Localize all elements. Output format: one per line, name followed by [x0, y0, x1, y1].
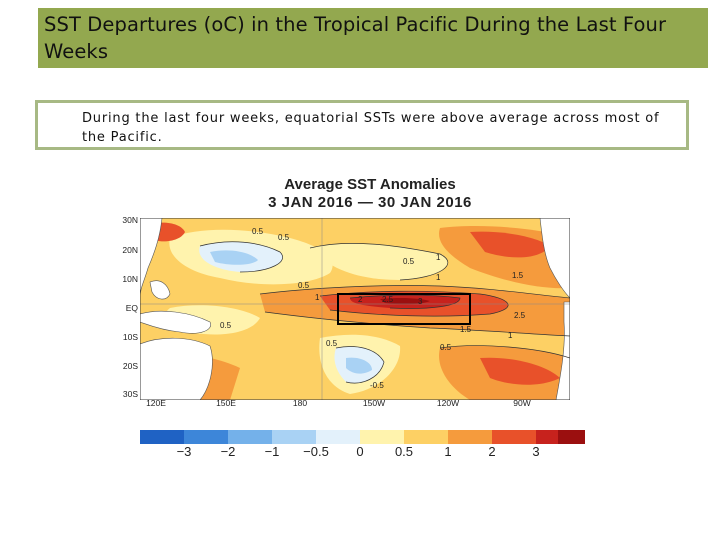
colorbar-label: 2: [488, 444, 496, 459]
color-swatch: [448, 430, 492, 444]
slide-title-banner: SST Departures (oC) in the Tropical Paci…: [38, 8, 708, 68]
contour-line: [259, 285, 570, 299]
color-bar: −3 −2 −1 −0.5 0 0.5 1 2 3: [140, 430, 585, 459]
lon-label-150w: 150W: [362, 398, 386, 408]
color-swatch: [140, 430, 184, 444]
lat-label-20n: 20N: [122, 245, 138, 255]
color-swatch: [536, 430, 558, 444]
color-swatch: [184, 430, 228, 444]
contour-label: 1: [508, 331, 513, 340]
lon-label-120w: 120W: [436, 398, 460, 408]
contour-label: 1: [436, 273, 441, 282]
contour-label: 2.5: [382, 295, 394, 304]
contour-lines: [199, 241, 570, 384]
contour-label: 2: [358, 295, 363, 304]
lat-label-30n: 30N: [122, 215, 138, 225]
color-bar-swatches: [140, 430, 585, 444]
contour-label: 0.5: [403, 257, 415, 266]
color-swatch: [404, 430, 448, 444]
contour-label: 0.5: [252, 227, 264, 236]
lon-label-120e: 120E: [146, 398, 166, 408]
colorbar-label: 1: [444, 444, 452, 459]
map-gridlines: [140, 218, 570, 400]
contour-label: 0.5: [220, 321, 232, 330]
colorbar-label: 0: [356, 444, 364, 459]
contour-label: 0.5: [326, 339, 338, 348]
contour-label: -0.5: [370, 381, 384, 390]
color-swatch: [360, 430, 404, 444]
lat-label-30s: 30S: [122, 389, 138, 399]
philippines-landmass: [149, 280, 171, 300]
lon-label-150e: 150E: [216, 398, 236, 408]
colorbar-label: −3: [176, 444, 192, 459]
contour-line: [264, 311, 570, 337]
contour-label: 0.5: [440, 343, 452, 352]
map-title-line1: Average SST Anomalies: [284, 176, 456, 193]
contour-label: 1: [315, 293, 320, 302]
summary-text: During the last four weeks, equatorial S…: [82, 111, 660, 145]
equatorial-max: [380, 297, 430, 305]
new-guinea-landmass: [140, 310, 211, 334]
contour-line: [335, 346, 385, 384]
colorbar-label: −2: [220, 444, 236, 459]
map-title-date-range: 3 JAN 2016 — 30 JAN 2016: [268, 194, 472, 211]
contour-line: [199, 241, 283, 273]
contour-label: 0.5: [278, 233, 290, 242]
sst-map-canvas: 0.5 0.5 0.5 0.5 1 1 1.5 2 2.5 3 2.5 1.5 …: [140, 218, 570, 400]
contour-label: 1.5: [460, 325, 472, 334]
contour-line: [439, 345, 570, 359]
color-swatch: [316, 430, 360, 444]
lat-label-eq: EQ: [125, 303, 138, 313]
anomaly-patch-north-central: [310, 243, 448, 280]
contour-label: 2.5: [514, 311, 526, 320]
australia-landmass: [140, 337, 213, 400]
colorbar-label: 3: [532, 444, 540, 459]
color-swatch: [492, 430, 536, 444]
lon-label-90w: 90W: [513, 398, 531, 408]
contour-label: 0.5: [298, 281, 310, 290]
lon-label-180: 180: [292, 398, 308, 408]
asia-landmass: [140, 218, 163, 299]
contour-label: 3: [418, 297, 423, 306]
anomaly-patch-se-hot: [480, 357, 560, 385]
colorbar-label: 0.5: [394, 444, 414, 459]
anomaly-patch-ne-hot: [470, 231, 550, 258]
anomaly-patch-nw-cold: [210, 250, 258, 265]
lat-label-20s: 20S: [122, 361, 138, 371]
anomaly-patch-south-cold: [346, 357, 372, 374]
contour-line: [319, 290, 509, 317]
colorbar-label: −0.5: [303, 444, 329, 459]
summary-box: During the last four weeks, equatorial S…: [35, 100, 689, 150]
lat-label-10n: 10N: [122, 274, 138, 284]
map-title: Average SST Anomalies 3 JAN 2016 — 30 JA…: [150, 176, 590, 212]
contour-labels: 0.5 0.5 0.5 0.5 1 1 1.5 2 2.5 3 2.5 1.5 …: [220, 227, 526, 390]
south-america-landmass: [555, 301, 570, 400]
color-swatch: [558, 430, 585, 444]
colorbar-label: −1: [264, 444, 280, 459]
contour-line: [349, 294, 461, 309]
contour-label: 1: [436, 253, 441, 262]
north-america-landmass: [539, 218, 570, 299]
nino-region-highlight-box: [337, 293, 471, 325]
slide-title: SST Departures (oC) in the Tropical Paci…: [44, 13, 667, 63]
contour-label: 1.5: [512, 271, 524, 280]
contour-line: [309, 242, 449, 281]
color-swatch: [272, 430, 316, 444]
lat-label-10s: 10S: [122, 332, 138, 342]
color-swatch: [228, 430, 272, 444]
